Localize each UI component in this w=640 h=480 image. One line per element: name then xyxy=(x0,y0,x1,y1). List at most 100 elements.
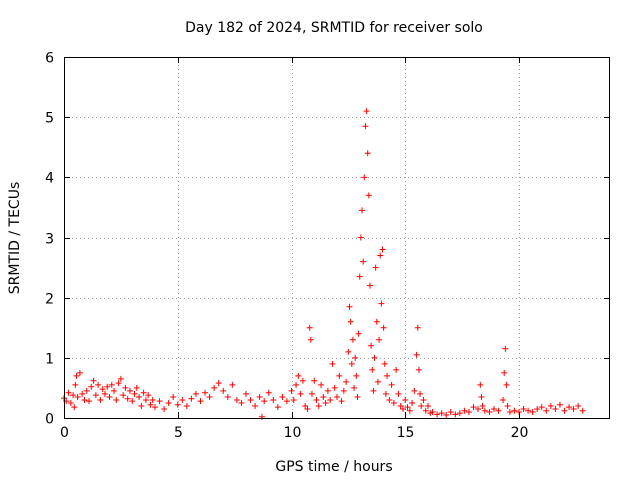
data-point xyxy=(470,404,477,411)
data-point xyxy=(529,408,536,415)
data-point xyxy=(479,402,486,409)
data-point xyxy=(370,387,377,394)
data-point xyxy=(174,401,181,408)
data-point xyxy=(183,402,190,409)
data-point xyxy=(414,324,421,331)
data-point xyxy=(371,354,378,361)
data-point xyxy=(376,336,383,343)
data-point xyxy=(283,398,290,405)
data-point xyxy=(83,387,90,394)
data-point xyxy=(361,174,368,181)
data-point xyxy=(352,354,359,361)
data-point xyxy=(108,381,115,388)
data-point xyxy=(311,377,318,384)
data-point xyxy=(120,392,127,399)
data-point xyxy=(413,351,420,358)
x-tick-label: 10 xyxy=(284,425,302,441)
x-tick-label: 5 xyxy=(174,425,183,441)
data-point xyxy=(95,381,102,388)
data-point xyxy=(346,303,353,310)
data-point xyxy=(149,396,156,403)
data-point xyxy=(145,392,152,399)
data-point xyxy=(345,348,352,355)
data-point xyxy=(334,393,340,400)
data-point xyxy=(404,404,411,411)
data-point xyxy=(397,402,404,409)
data-point xyxy=(425,402,431,409)
data-point xyxy=(373,318,380,325)
data-point xyxy=(486,408,493,415)
data-point xyxy=(359,207,366,214)
y-tick-label: 2 xyxy=(45,292,54,308)
data-point xyxy=(76,369,83,376)
data-point xyxy=(456,410,463,417)
y-tick-label: 3 xyxy=(45,232,54,248)
data-point xyxy=(302,402,309,409)
data-point xyxy=(502,345,509,352)
data-point xyxy=(72,381,79,388)
data-point xyxy=(575,402,582,409)
y-tick-label: 4 xyxy=(45,171,54,187)
data-point xyxy=(71,404,78,411)
data-point xyxy=(566,404,573,411)
data-point xyxy=(561,407,568,414)
data-point xyxy=(79,390,86,397)
data-point xyxy=(197,398,204,405)
data-point xyxy=(366,282,373,289)
data-point xyxy=(202,389,209,396)
data-point xyxy=(402,396,409,403)
data-point xyxy=(353,372,360,379)
data-point xyxy=(420,396,427,403)
data-point xyxy=(340,387,347,394)
data-point xyxy=(138,402,145,409)
data-point xyxy=(504,402,511,409)
data-point xyxy=(304,405,311,412)
data-point xyxy=(381,360,388,367)
data-point xyxy=(215,380,222,387)
data-point xyxy=(142,396,149,403)
data-point xyxy=(547,402,554,409)
data-point xyxy=(297,390,304,397)
data-point xyxy=(415,366,422,373)
data-point xyxy=(465,408,472,415)
data-point xyxy=(308,390,315,397)
data-point xyxy=(293,381,300,388)
data-point xyxy=(382,390,389,397)
data-point xyxy=(379,246,386,253)
data-point xyxy=(192,390,199,397)
data-point xyxy=(388,381,395,388)
data-point xyxy=(552,405,559,412)
data-point xyxy=(364,150,371,157)
data-point xyxy=(101,390,108,397)
y-tick-label: 1 xyxy=(45,352,54,368)
data-point xyxy=(252,402,259,409)
data-point xyxy=(393,366,400,373)
data-point xyxy=(355,330,362,337)
data-point xyxy=(152,404,158,411)
grid-layer xyxy=(64,57,610,418)
y-tick-label: 0 xyxy=(45,412,54,428)
data-point xyxy=(122,384,129,391)
data-point xyxy=(324,387,331,394)
data-point xyxy=(409,399,416,406)
data-point xyxy=(538,404,545,411)
data-point xyxy=(356,273,363,280)
data-point xyxy=(179,396,186,403)
y-tick-label: 6 xyxy=(45,51,54,67)
data-point xyxy=(348,360,355,367)
data-point xyxy=(290,396,297,403)
x-tick-label: 0 xyxy=(60,425,69,441)
data-point xyxy=(97,396,104,403)
data-point xyxy=(295,372,302,379)
data-point xyxy=(320,393,327,400)
data-point xyxy=(140,389,147,396)
data-point xyxy=(390,399,397,406)
data-point xyxy=(461,407,468,414)
data-point xyxy=(211,384,218,391)
data-point xyxy=(362,123,369,130)
data-point xyxy=(503,381,510,388)
data-point xyxy=(386,396,393,403)
data-point xyxy=(347,318,354,325)
data-point xyxy=(90,377,97,384)
